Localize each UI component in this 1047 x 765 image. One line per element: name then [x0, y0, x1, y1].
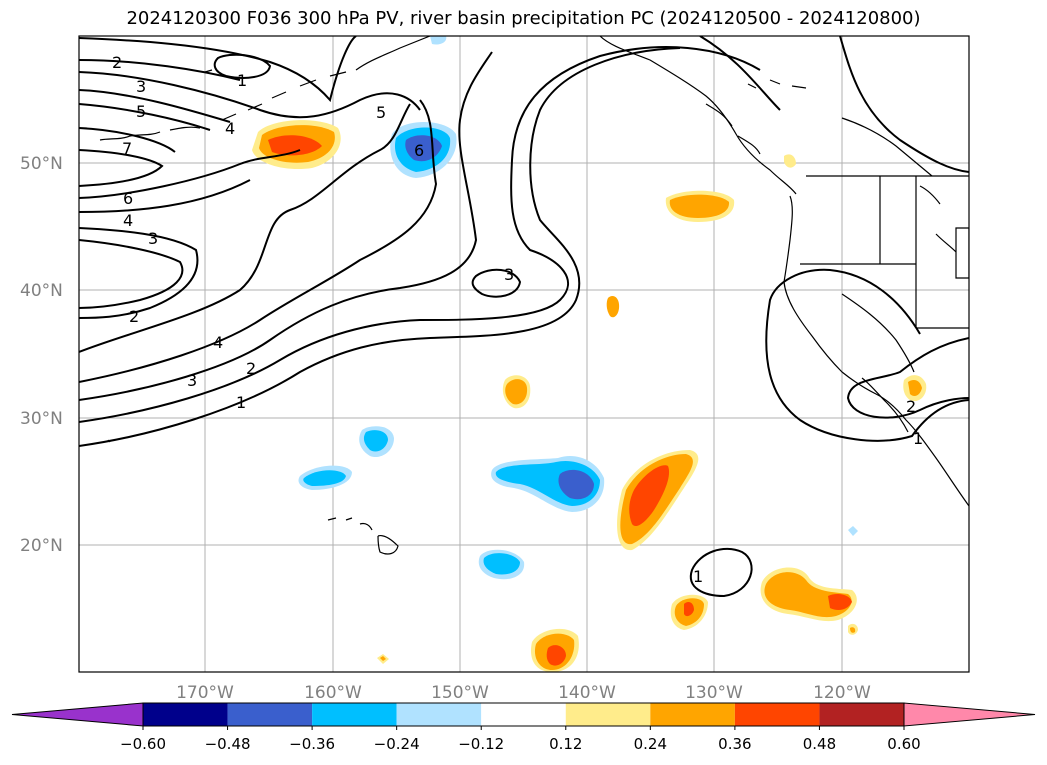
- lat-label: 40°N: [20, 281, 63, 301]
- contour-label: 2: [129, 307, 139, 326]
- colorbar-tick-label: −0.12: [458, 735, 504, 753]
- coastlines: [99, 36, 969, 555]
- map-title: 2024120300 F036 300 hPa PV, river basin …: [126, 8, 921, 29]
- lon-label: 170°W: [176, 683, 234, 703]
- contour-label: 2: [906, 397, 916, 416]
- contour-label: 5: [136, 102, 146, 121]
- pv-contours: [79, 36, 969, 598]
- lon-label: 140°W: [558, 683, 616, 703]
- colorbar: −0.60 −0.48 −0.36 −0.24 −0.12 0.12 0.24 0.36 0.4…: [11, 702, 1036, 753]
- colorbar-min-extension: [11, 702, 144, 727]
- precip-shading: [252, 36, 927, 672]
- contour-label: 6: [123, 189, 133, 208]
- colorbar-bin: [650, 703, 735, 726]
- contour-label: 3: [136, 77, 146, 96]
- contour-label: 5: [376, 103, 386, 122]
- contour-label: 4: [213, 333, 223, 352]
- colorbar-max-extension: [903, 702, 1036, 727]
- contour-label: 1: [237, 71, 247, 90]
- map-area[interactable]: [79, 36, 969, 672]
- colorbar-tick-label: −0.24: [374, 735, 420, 753]
- lon-axis: 170°W 160°W 150°W 140°W 130°W 120°W: [176, 683, 871, 703]
- colorbar-bin: [734, 703, 820, 726]
- colorbar-bin: [312, 703, 397, 726]
- contour-label: 1: [913, 429, 923, 448]
- gridlines: [79, 36, 969, 672]
- contour-label: 6: [414, 141, 424, 160]
- lat-label: 50°N: [20, 154, 63, 174]
- colorbar-tick-label: 0.12: [549, 735, 582, 753]
- contour-label: 4: [225, 119, 235, 138]
- colorbar-bin: [565, 703, 651, 726]
- lon-label: 130°W: [685, 683, 743, 703]
- contour-label: 3: [504, 265, 514, 284]
- colorbar-tick-label: 0.48: [803, 735, 836, 753]
- colorbar-tick-label: 0.60: [887, 735, 920, 753]
- colorbar-bin: [227, 703, 313, 726]
- colorbar-outline: [142, 702, 905, 727]
- colorbar-tick-label: −0.36: [289, 735, 335, 753]
- lon-label: 160°W: [304, 683, 362, 703]
- contour-label: 7: [122, 139, 132, 158]
- contour-labels: 1 2 3 4 5 6 7 6 4 3 2 4 3 2 1 5 3 1 2 1: [112, 53, 923, 586]
- contour-label: 4: [123, 211, 133, 230]
- lon-label: 120°W: [813, 683, 871, 703]
- colorbar-bin: [819, 703, 904, 726]
- colorbar-tick-label: 0.24: [634, 735, 667, 753]
- contour-label: 2: [246, 359, 256, 378]
- colorbar-bin: [396, 703, 482, 726]
- contour-label: 2: [112, 53, 122, 72]
- lat-label: 20°N: [20, 536, 63, 556]
- colorbar-tick-label: 0.36: [718, 735, 751, 753]
- map-border: [78, 35, 970, 673]
- colorbar-bin: [143, 703, 228, 726]
- colorbar-tick-label: −0.60: [120, 735, 166, 753]
- contour-label: 3: [187, 371, 197, 390]
- contour-label: 1: [236, 393, 246, 412]
- contour-label: 1: [693, 567, 703, 586]
- lon-label: 150°W: [431, 683, 489, 703]
- contour-label: 3: [148, 229, 158, 248]
- colorbar-bin: [481, 703, 566, 726]
- lat-axis: 50°N 40°N 30°N 20°N: [20, 154, 63, 556]
- colorbar-tick-label: −0.48: [205, 735, 251, 753]
- lat-label: 30°N: [20, 409, 63, 429]
